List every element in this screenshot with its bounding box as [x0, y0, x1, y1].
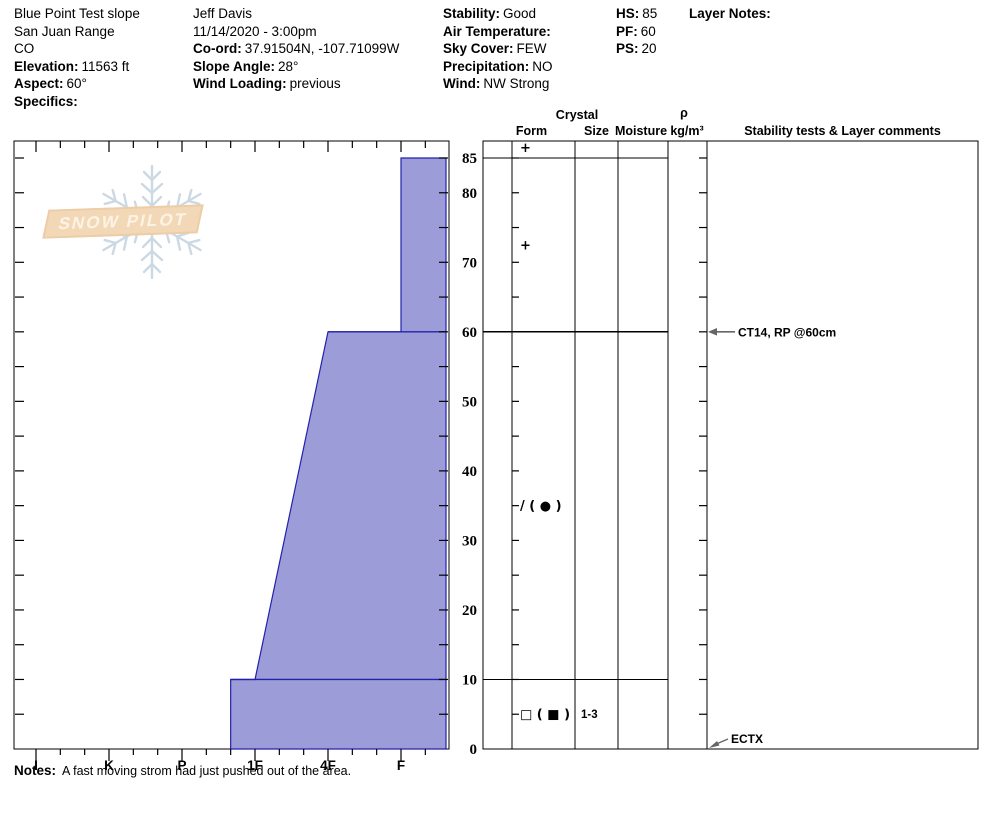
header-field: Elevation: 11563 ft — [14, 58, 130, 74]
watermark: SNOW PILOT — [40, 160, 260, 310]
table-header: kg/m³ — [670, 124, 703, 138]
header-column-3: Stability: Good Air Temperature: Sky Cover:… — [443, 5, 616, 110]
header-field: Slope Angle: 28° — [193, 58, 299, 74]
depth-label: 10 — [462, 672, 477, 688]
header-field: Air Temperature: — [443, 23, 551, 39]
grain-form-layer-2: / ( ● ) — [520, 499, 562, 514]
header-field: Co-ord: 37.91504N, -107.71099W — [193, 41, 400, 56]
header-field: San Juan Range — [14, 23, 115, 39]
grain-form-surface: + — [520, 141, 531, 156]
stability-test-annotation: ECTX — [731, 732, 763, 746]
depth-label: 50 — [462, 394, 477, 410]
grain-form-layer-1: + — [520, 238, 531, 253]
table-header: Stability tests & Layer comments — [744, 124, 941, 138]
annotation-arrow-head — [708, 328, 717, 336]
header-column-2: Jeff Davis 11/14/2020 - 3:00pm Co-ord: 37.9… — [193, 5, 443, 110]
table-header: Size — [584, 124, 609, 138]
layer-table-border — [482, 140, 708, 750]
hardness-label: 4F — [320, 758, 336, 773]
header-field: PS: 20 — [616, 41, 657, 56]
table-header: Crystal — [556, 108, 598, 122]
header-field: CO — [14, 41, 35, 56]
header-field: HS: 85 — [616, 6, 658, 21]
hardness-profile-polygon — [230, 157, 447, 750]
hardness-label: F — [397, 758, 405, 773]
header-field: Jeff Davis — [193, 6, 253, 21]
header-field: Blue Point Test slope — [14, 6, 140, 21]
table-header: Form — [516, 124, 547, 138]
header-field: Wind Loading: previous — [193, 76, 341, 91]
header: Blue Point Test slope San Juan Range CO Ele… — [14, 5, 771, 110]
header-field: PF: 60 — [616, 23, 656, 39]
header-field: Layer Notes: — [689, 6, 771, 21]
hardness-label: P — [177, 758, 186, 773]
header-field: Specifics: — [14, 93, 78, 109]
header-field: Precipitation: NO — [443, 58, 553, 74]
header-column-5: Layer Notes: — [689, 5, 771, 110]
notes-label: Notes: — [14, 763, 57, 778]
header-column-4: HS: 85 PF: 60 PS: 20 — [616, 5, 689, 110]
hardness-label: K — [104, 758, 114, 773]
depth-label: 80 — [462, 186, 477, 202]
grain-size-layer-3: 1-3 — [581, 709, 598, 721]
depth-label: 30 — [462, 533, 477, 549]
annotation-arrow-head — [709, 741, 720, 748]
header-field: Sky Cover: FEW — [443, 41, 547, 56]
header-column-1: Blue Point Test slope San Juan Range CO Ele… — [14, 5, 193, 110]
header-field: Stability: Good — [443, 6, 537, 21]
header-field: Aspect: 60° — [14, 76, 87, 91]
table-header: Moisture — [615, 124, 667, 138]
depth-label: 0 — [470, 742, 478, 758]
header-field: Wind: NW Strong — [443, 76, 550, 91]
depth-label: 70 — [462, 255, 477, 271]
depth-label: 85 — [462, 151, 477, 167]
depth-label: 20 — [462, 603, 477, 619]
depth-label: 60 — [462, 325, 477, 341]
notes-text: A fast moving strom had just pushed out … — [62, 764, 352, 778]
depth-label: 40 — [462, 464, 477, 480]
hardness-label: 1F — [247, 758, 263, 773]
notes-line: Notes: A fast moving strom had just pushe… — [14, 763, 351, 778]
header-field: 11/14/2020 - 3:00pm — [193, 23, 317, 39]
hardness-label: I — [34, 758, 38, 773]
stability-box-border — [706, 140, 979, 750]
stability-test-annotation: CT14, RP @60cm — [738, 325, 836, 339]
table-header: ρ — [680, 106, 688, 120]
grain-form-layer-3: □ ( ■ ) — [520, 708, 570, 723]
